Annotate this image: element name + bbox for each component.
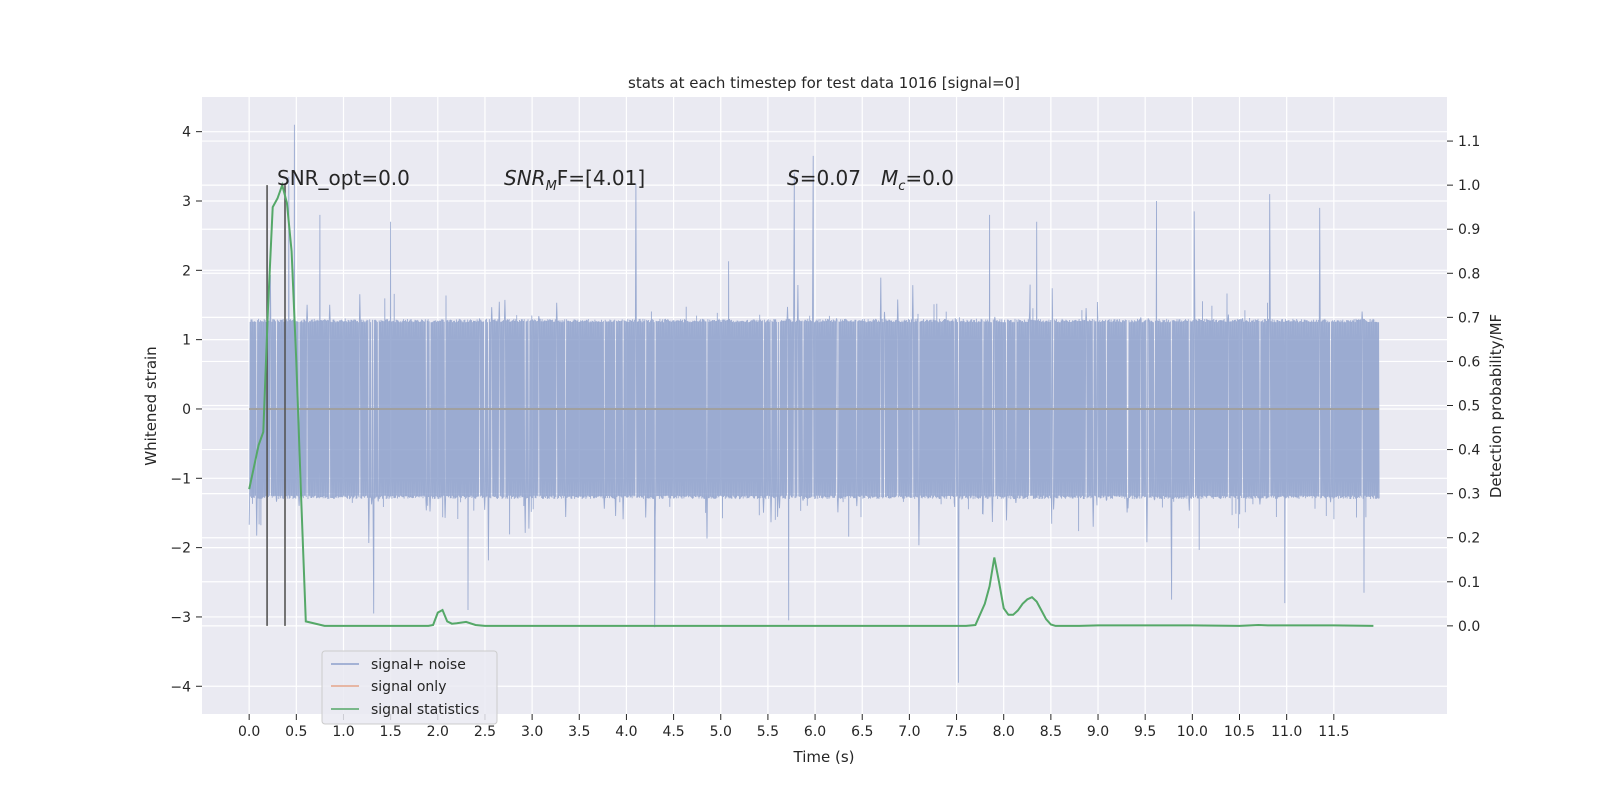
tick-label-x: 11.0: [1271, 724, 1302, 740]
annotation-snr-mf: SNRMF=[4.01]: [504, 166, 645, 194]
annotation-snr-opt: SNR_opt=0.0: [277, 166, 410, 190]
tick-label-x: 8.5: [1040, 724, 1062, 740]
tick-label-y-right: 0.7: [1458, 310, 1480, 326]
tick-label-x: 11.5: [1318, 724, 1349, 740]
x-axis-label: Time (s): [793, 748, 855, 766]
tick-label-y-right: 0.1: [1458, 575, 1480, 591]
tick-label-y-left: 1: [182, 333, 191, 349]
y-left-axis-label: Whitened strain: [142, 346, 160, 465]
tick-label-x: 3.0: [521, 724, 543, 740]
tick-label-y-left: −1: [170, 471, 191, 487]
annotation-snr-mf-main: SNR: [504, 166, 546, 190]
annotation-snr-mf-sub: M: [546, 179, 557, 194]
tick-label-x: 6.5: [851, 724, 873, 740]
tick-label-y-left: 2: [182, 263, 191, 279]
annotation-snr-mf-rest: F=[4.01]: [557, 166, 645, 190]
tick-label-y-right: 0.4: [1458, 443, 1480, 459]
tick-label-x: 9.0: [1087, 724, 1109, 740]
tick-label-x: 4.5: [662, 724, 684, 740]
annotation-s-rest: =0.07: [800, 166, 861, 190]
tick-label-x: 2.0: [427, 724, 449, 740]
tick-label-x: 10.0: [1177, 724, 1208, 740]
tick-label-y-right: 0.2: [1458, 531, 1480, 547]
tick-label-y-right: 1.0: [1458, 178, 1480, 194]
tick-label-x: 8.0: [993, 724, 1015, 740]
tick-label-x: 4.0: [615, 724, 637, 740]
tick-label-y-left: 0: [182, 402, 191, 418]
y-right-axis-ticks: 0.0 0.1 0.2 0.3 0.4 0.5 0.6 0.7 0.8 0.9 1.0 1.1: [1447, 134, 1480, 635]
y-right-axis-label: Detection probability/MF: [1487, 314, 1505, 498]
tick-label-x: 6.0: [804, 724, 826, 740]
tick-label-x: 1.0: [332, 724, 354, 740]
tick-label-x: 0.5: [285, 724, 307, 740]
tick-label-x: 3.5: [568, 724, 590, 740]
vertical-lines: [266, 185, 286, 626]
tick-label-x: 5.0: [710, 724, 732, 740]
tick-label-y-right: 1.1: [1458, 134, 1480, 150]
annotation-mc: Mc=0.0: [881, 166, 954, 194]
legend-label-statistics: signal statistics: [371, 702, 479, 718]
tick-label-y-left: 3: [182, 194, 191, 210]
chart-title: stats at each timestep for test data 101…: [628, 74, 1020, 92]
tick-label-y-left: 4: [182, 125, 191, 141]
annotation-s-letter: S: [787, 166, 800, 190]
tick-label-y-right: 0.8: [1458, 266, 1480, 282]
y-left-axis-ticks: −4 −3 −2 −1 0 1 2 3 4: [170, 125, 202, 695]
annotation-mc-letter: M: [881, 166, 898, 190]
tick-label-x: 0.0: [238, 724, 260, 740]
legend-box: [321, 650, 498, 725]
annotation-mc-sub: c: [898, 179, 905, 194]
tick-label-x: 2.5: [474, 724, 496, 740]
tick-label-x: 9.5: [1134, 724, 1156, 740]
tick-label-x: 7.0: [898, 724, 920, 740]
legend-label-signal: signal only: [371, 679, 446, 695]
legend: signal+ noise signal only signal statist…: [321, 650, 498, 725]
tick-label-y-right: 0.5: [1458, 399, 1480, 415]
tick-label-y-right: 0.3: [1458, 487, 1480, 503]
tick-label-y-right: 0.0: [1458, 619, 1480, 635]
tick-label-x: 5.5: [757, 724, 779, 740]
series-line-signal-statistics: [248, 181, 1374, 627]
annotation-s: S=0.07: [787, 166, 861, 190]
legend-label-noise: signal+ noise: [371, 657, 466, 673]
tick-label-y-right: 0.6: [1458, 354, 1480, 370]
series-signal-statistics: [248, 181, 1374, 627]
tick-label-x: 10.5: [1224, 724, 1255, 740]
tick-label-y-left: −3: [170, 610, 191, 626]
tick-label-y-left: −2: [170, 541, 191, 557]
annotation-mc-rest: =0.0: [905, 166, 954, 190]
tick-label-y-left: −4: [170, 679, 191, 695]
tick-label-y-right: 0.9: [1458, 222, 1480, 238]
tick-label-x: 1.5: [380, 724, 402, 740]
tick-label-x: 7.5: [945, 724, 967, 740]
x-axis-ticks: 0.0 0.5 1.0 1.5 2.0 2.5 3.0 3.5 4.0 4.5 5.0 5.5 6.0 6…: [238, 714, 1349, 740]
